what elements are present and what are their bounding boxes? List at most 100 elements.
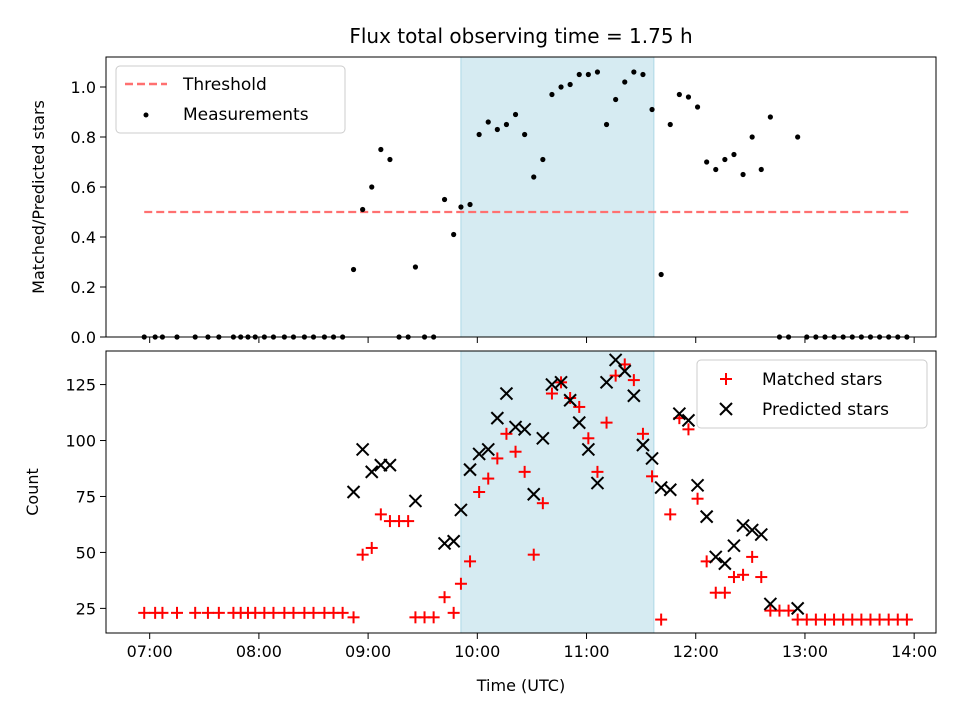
predicted-star-point [355,442,370,457]
count-plot-frame [105,350,937,634]
matched-star-point [655,613,668,626]
measurement-point [412,264,419,270]
predicted-star-point [790,601,805,616]
predicted-star-d2 [754,527,768,542]
measurement-point [441,196,448,203]
matched-star-point [447,606,460,619]
predicted-star-point [727,539,741,553]
measurement-point [713,166,719,173]
ratio-y-tick-label: 1.0 [71,78,96,97]
predicted-star-d2 [790,601,805,616]
matched-star-point [374,508,387,521]
predicted-star-d2 [383,458,397,472]
measurement-point [360,206,366,213]
measurement-point [494,126,500,133]
predicted-star-d2 [481,442,495,457]
measurement-point [549,91,555,98]
matched-star-point [682,423,695,436]
measurement-point [558,84,564,90]
count-x-tick-label: 08:00 [236,642,282,661]
predicted-star-d2 [517,422,532,437]
ratio-y-tick-label: 0.4 [71,228,96,247]
count-x-tick-label: 14:00 [891,642,937,661]
matched-star-point [402,515,415,528]
matched-star-point [755,571,768,584]
predicted-star-point [365,465,379,479]
matched-star-point [900,613,913,626]
matched-star-point [491,452,504,465]
predicted-star-point [572,415,586,430]
measurement-point [476,131,482,138]
count-plot-observing-span [460,350,655,634]
matched-star-point [582,432,595,445]
predicted-star-d2 [472,447,486,461]
predicted-star-d2 [365,465,379,479]
predicted-star-d2 [645,451,659,466]
predicted-star-point [408,494,423,508]
predicted-star-point [618,364,632,378]
predicted-star-d2 [681,413,696,428]
predicted-star-d2 [727,539,741,553]
ratio-y-tick-label: 0.8 [71,128,96,147]
predicted-star-d2 [718,556,732,571]
count-y-tick-label: 50 [76,543,96,562]
predicted-star-point [499,386,514,401]
predicted-star-point [709,550,723,564]
matched-star-point [691,492,704,505]
measurement-point [576,71,582,78]
predicted-star-d2 [736,518,750,533]
ratio-plot-frame [105,56,937,338]
measurement-point [731,151,737,158]
predicted-star-point [681,413,696,428]
predicted-star-point [627,389,641,403]
predicted-star-point [645,451,659,466]
measurement-point [369,184,375,190]
matched-star-point [427,611,440,624]
predicted-star-d2 [355,442,370,457]
predicted-star-d2 [408,494,423,508]
predicted-star-d2 [446,534,461,548]
measurement-point [722,156,728,163]
ratio-plot: 0.0 0.2 0.4 0.6 0.8 1.0 Matched/Predicted sta… [29,56,937,347]
predicted-star-d2 [672,406,687,421]
measurement-point [451,231,457,238]
measurement-point [704,159,710,165]
matched-star-point [482,472,495,485]
count-plot: 07:00 08:00 09:00 10:00 11:00 12:00 13:00 14:00… [23,350,937,695]
measurement-point [503,121,510,128]
predicted-star-point [672,406,687,421]
measurement-point [378,146,384,153]
legend-measurements-label: Measurements [183,105,309,125]
measurement-point [795,134,801,140]
predicted-star-d2 [763,597,778,611]
predicted-star-point [736,518,750,533]
predicted-star-point [599,375,614,390]
matched-star-point [138,606,151,619]
matched-star-point [737,568,750,581]
predicted-star-d2 [545,377,559,392]
predicted-star-d2 [745,523,759,537]
matched-star-point [545,387,558,400]
measurement-point [522,131,528,138]
ratio-y-tick-label: 0.2 [71,278,96,297]
legend-predicted-swatch [719,402,733,416]
predicted-star-d2 [490,411,505,425]
count-plot-ylabel: Count [23,468,42,516]
measurement-point [640,71,646,78]
figure-title: Flux total observing time = 1.75 h [349,24,692,48]
matched-star-point [573,400,586,413]
ratio-plot-legend: Threshold Measurements [115,65,346,134]
count-legend-box [696,359,928,429]
count-y-tick-label: 100 [65,432,96,451]
measurement-point [622,79,628,85]
matched-star-point [170,606,183,619]
predicted-star-d2 [608,353,623,367]
measurement-point [658,271,664,278]
matched-star-point [267,606,280,619]
count-y-tick-label: 75 [76,487,96,506]
matched-star-point [212,606,225,619]
predicted-star-d2 [581,442,596,457]
predicted-star-point [745,523,759,537]
predicted-star-d2 [572,415,586,430]
predicted-star-d2 [599,375,614,390]
